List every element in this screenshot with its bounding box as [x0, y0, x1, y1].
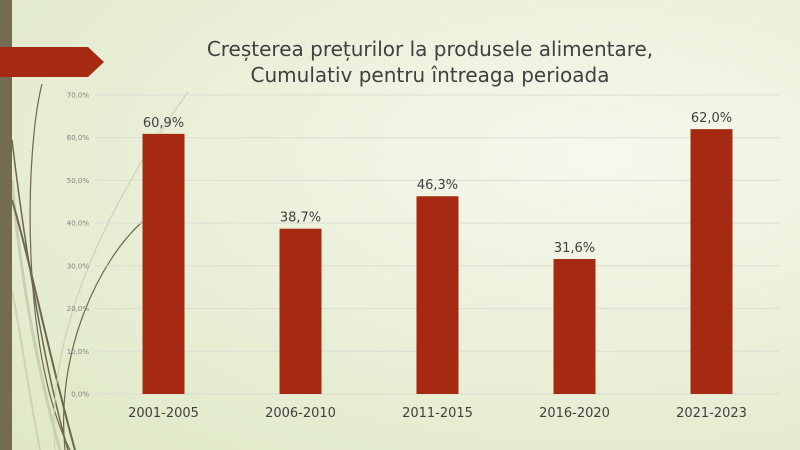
y-tick-label: 70,0%	[67, 92, 90, 100]
sidebar-strip	[0, 0, 12, 450]
chart-title-line-2: Cumulativ pentru întreaga perioada	[250, 63, 610, 87]
decorative-curve	[11, 289, 41, 450]
x-tick-label: 2021-2023	[676, 406, 747, 421]
y-tick-label: 30,0%	[67, 262, 90, 270]
bar	[416, 196, 459, 394]
y-tick-label: 50,0%	[67, 177, 90, 185]
chart-title-line-1: Creșterea prețurilor la produsele alimen…	[206, 37, 654, 61]
bar	[553, 259, 596, 394]
x-tick-label: 2006-2010	[265, 406, 336, 421]
bar	[142, 133, 185, 394]
bar	[690, 129, 733, 394]
data-label: 46,3%	[417, 178, 458, 193]
y-tick-label: 0,0%	[71, 391, 89, 399]
decorative-curve	[11, 199, 76, 450]
data-label: 62,0%	[691, 111, 732, 126]
data-label: 31,6%	[554, 241, 595, 256]
decorative-curve	[11, 139, 69, 450]
title-arrow-shape	[0, 47, 104, 77]
chart-title: Creșterea prețurilor la produsele alimen…	[150, 36, 710, 88]
bar	[279, 228, 322, 394]
y-tick-label: 40,0%	[67, 220, 90, 228]
decorative-curve	[10, 179, 62, 450]
y-tick-label: 10,0%	[67, 348, 90, 356]
x-tick-label: 2001-2005	[128, 406, 199, 421]
data-label: 38,7%	[280, 211, 321, 226]
y-tick-label: 20,0%	[67, 305, 90, 313]
decorative-curve	[63, 221, 143, 450]
decorative-curve	[29, 83, 71, 450]
data-label: 60,9%	[143, 116, 184, 131]
x-tick-label: 2011-2015	[402, 406, 473, 421]
y-tick-label: 60,0%	[67, 134, 90, 142]
x-tick-label: 2016-2020	[539, 406, 610, 421]
